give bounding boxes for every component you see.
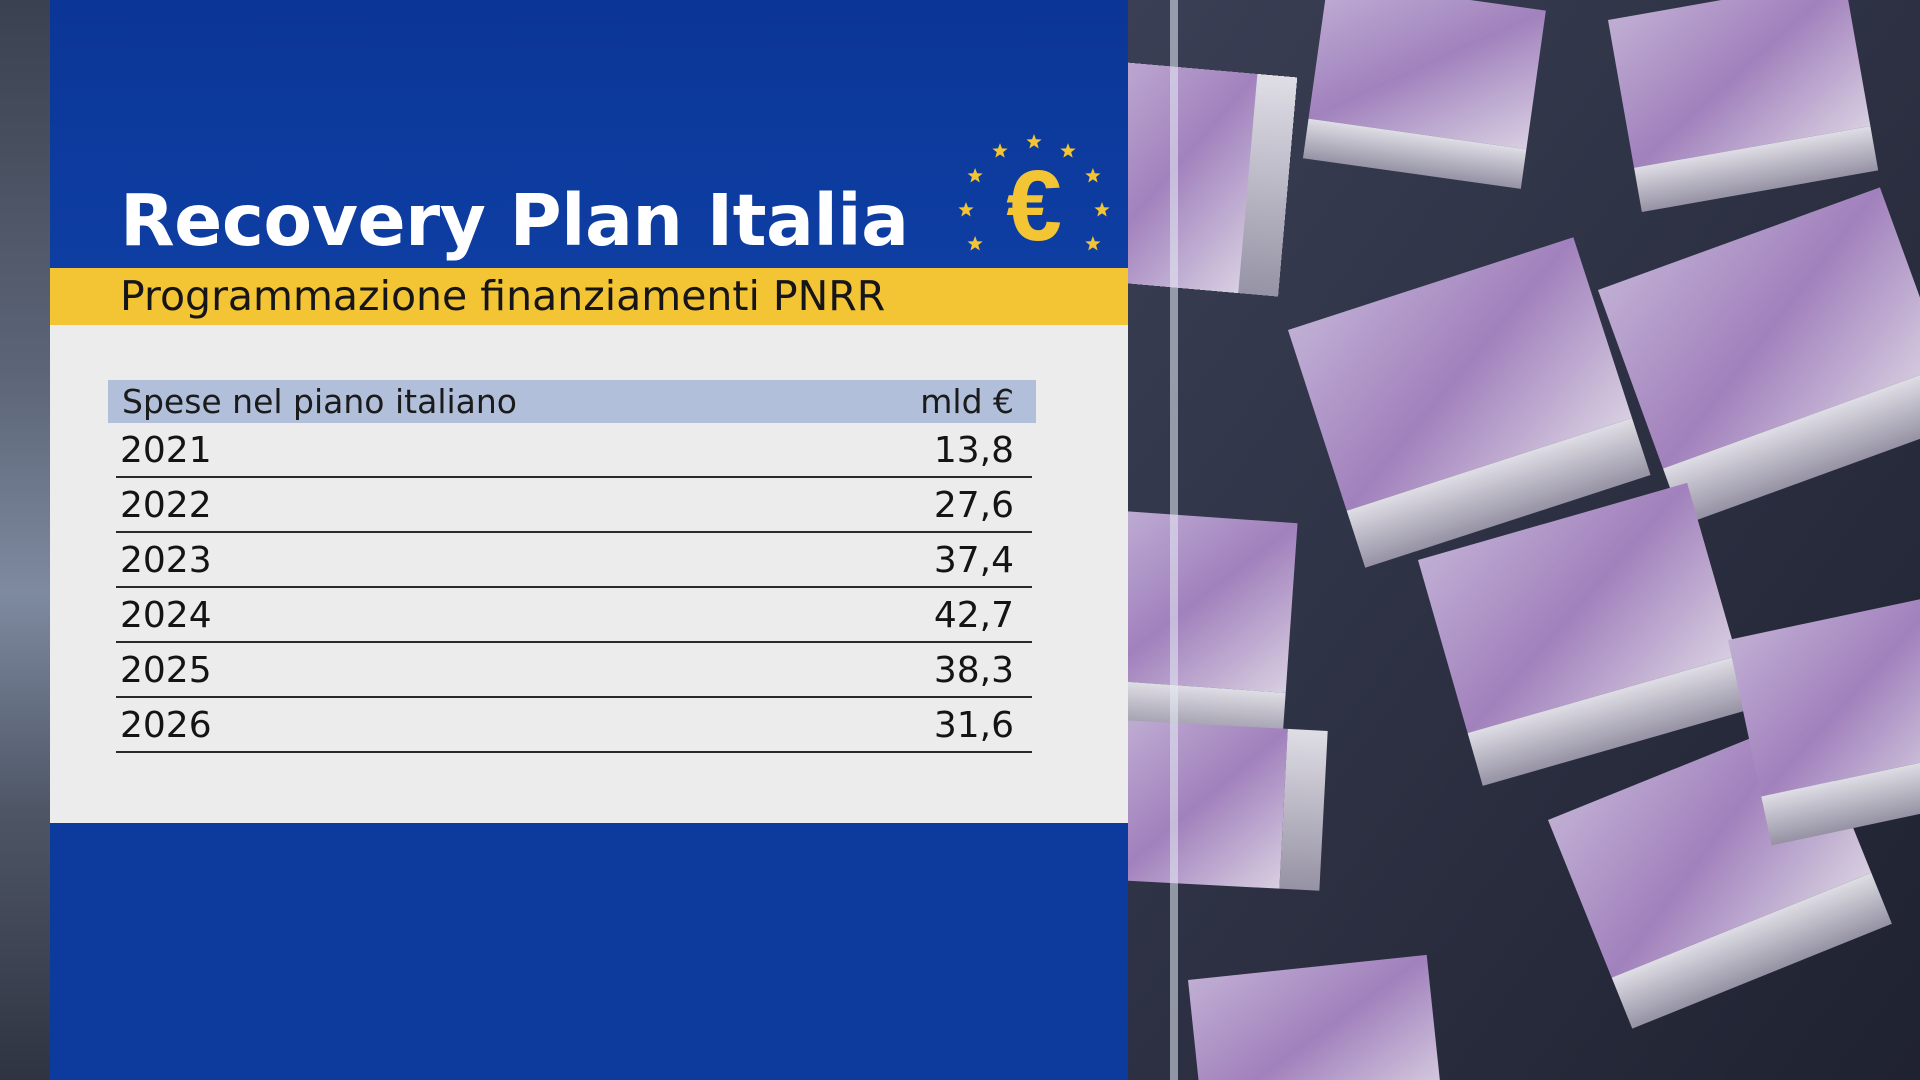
column-label: Spese nel piano italiano xyxy=(122,382,517,421)
photo-glare xyxy=(1170,0,1178,1080)
spending-table: Spese nel piano italiano mld € 2021 13,8… xyxy=(50,325,1128,823)
star-icon xyxy=(967,168,983,183)
table-row: 2021 13,8 xyxy=(116,423,1032,478)
page-title: Recovery Plan Italia xyxy=(120,179,909,262)
star-icon xyxy=(1085,236,1101,251)
star-icon xyxy=(992,143,1008,158)
row-value: 38,3 xyxy=(933,650,1014,691)
row-value: 31,6 xyxy=(933,705,1014,746)
row-value: 13,8 xyxy=(933,430,1014,471)
svg-text:€: € xyxy=(1006,150,1062,262)
row-year: 2021 xyxy=(120,430,212,471)
star-icon xyxy=(967,236,983,251)
page-subtitle: Programmazione finanziamenti PNRR xyxy=(120,272,886,320)
table-rows: 2021 13,8 2022 27,6 2023 37,4 2024 42,7 … xyxy=(116,423,1032,753)
banknotes-photo xyxy=(1128,0,1920,1080)
row-value: 27,6 xyxy=(933,485,1014,526)
info-panel: Recovery Plan Italia € Programmazione fi… xyxy=(50,0,1128,1080)
panel-footer xyxy=(50,823,1128,1080)
row-value: 37,4 xyxy=(933,540,1014,581)
row-year: 2024 xyxy=(120,595,212,636)
unit-label: mld € xyxy=(920,382,1014,421)
star-icon xyxy=(1026,134,1042,149)
row-year: 2022 xyxy=(120,485,212,526)
row-year: 2025 xyxy=(120,650,212,691)
row-year: 2023 xyxy=(120,540,212,581)
table-row: 2024 42,7 xyxy=(116,588,1032,643)
euro-stars-icon: € xyxy=(958,134,1110,262)
table-row: 2026 31,6 xyxy=(116,698,1032,753)
banknote-stacks-image xyxy=(1128,0,1920,1080)
star-icon xyxy=(958,202,974,217)
star-icon xyxy=(1085,168,1101,183)
row-value: 42,7 xyxy=(933,595,1014,636)
background-left-strip xyxy=(0,0,50,1080)
star-icon xyxy=(1060,143,1076,158)
subtitle-bar: Programmazione finanziamenti PNRR xyxy=(50,268,1128,325)
table-row: 2023 37,4 xyxy=(116,533,1032,588)
table-row: 2022 27,6 xyxy=(116,478,1032,533)
table-header: Spese nel piano italiano mld € xyxy=(108,380,1036,423)
star-icon xyxy=(1094,202,1110,217)
panel-header: Recovery Plan Italia xyxy=(50,0,1128,268)
row-year: 2026 xyxy=(120,705,212,746)
table-row: 2025 38,3 xyxy=(116,643,1032,698)
